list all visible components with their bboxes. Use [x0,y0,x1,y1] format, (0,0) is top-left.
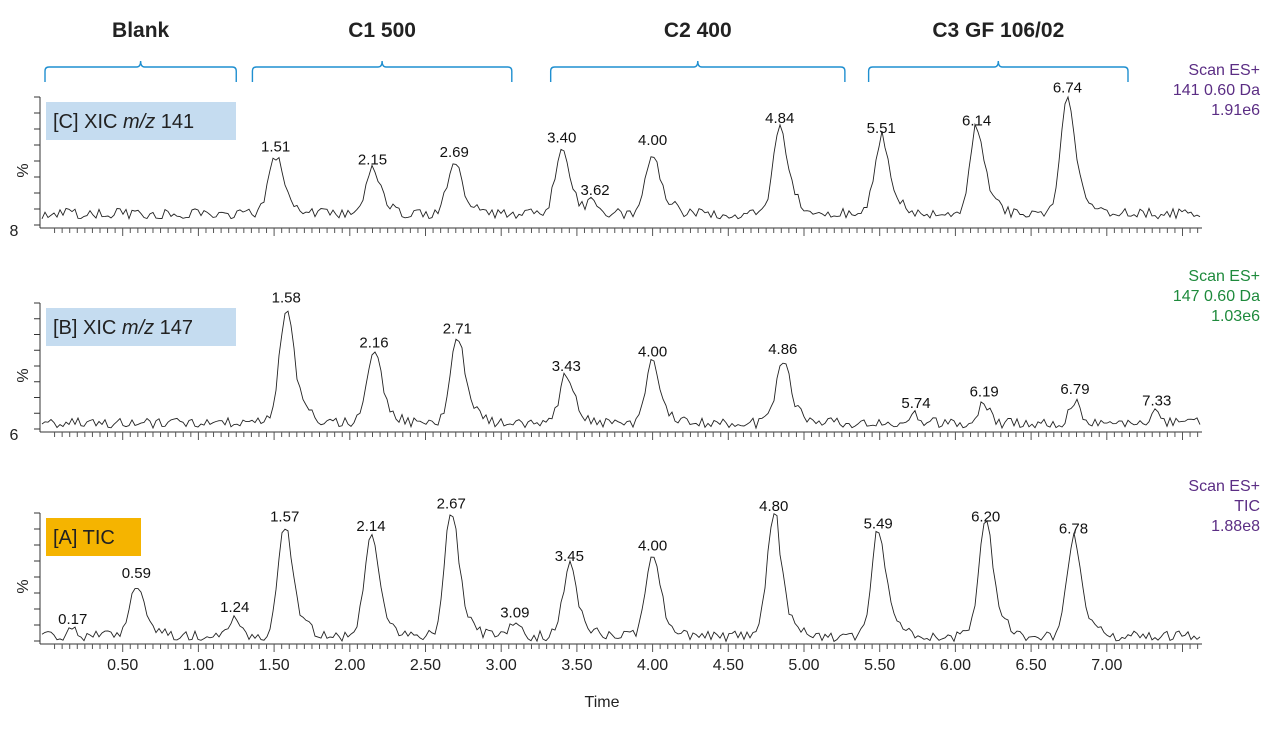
panel-label-prefix: [B] XIC [53,317,122,339]
panel-label-suffix: 147 [154,317,193,339]
peak-label: 0.17 [58,611,87,628]
peak-label: 5.51 [867,120,896,137]
scan-info: Scan ES+ [1188,478,1260,495]
x-tick-label: 4.00 [637,657,668,674]
trace-line [41,512,1201,643]
peak-label: 2.15 [358,152,387,169]
panel-label-box [46,518,141,556]
x-tick-label: 0.50 [107,657,138,674]
x-tick-label: 1.00 [183,657,214,674]
x-tick-label: 2.00 [334,657,365,674]
panel-label-box [46,102,236,140]
peak-label: 3.40 [547,129,576,146]
peak-label: 6.79 [1060,381,1089,398]
scan-info: Scan ES+ [1188,268,1260,285]
group-bracket [867,60,1129,82]
peak-label: 7.33 [1142,393,1171,410]
x-tick-label: 3.50 [561,657,592,674]
peak-label: 4.00 [638,132,667,149]
peak-label: 6.74 [1053,80,1082,97]
group-bracket [251,60,513,82]
panel-label: [B] XIC m/z 147 [53,317,193,339]
panel-label-prefix: [A] TIC [53,527,115,549]
peak-label: 3.09 [500,604,529,621]
panel-C: % 8 1.51 2.15 2.69 3.40 3.62 4.00 4.84 5.51 6.14 6.… [10,62,1261,240]
peak-label: 2.14 [356,518,385,535]
x-axis-label: Time [585,694,620,711]
panel-label: [C] XIC m/z 141 [53,111,194,133]
peak-label: 4.86 [768,341,797,358]
group-bracket [44,60,237,82]
peak-label: 2.16 [359,335,388,352]
x-tick-label: 7.00 [1091,657,1122,674]
peak-label: 0.59 [122,565,151,582]
panel-label: [A] TIC [53,527,115,549]
group-label: C1 500 [348,19,416,42]
peak-label: 4.00 [638,344,667,361]
peak-label: 3.45 [555,548,584,565]
panel-A: % 0.17 0.59 1.24 1.57 2.14 2.67 3.09 3.45 4.00 4.8… [15,478,1260,652]
x-tick-label: 5.00 [788,657,819,674]
peak-label: 3.62 [580,182,609,199]
panel-label-italic: m/z [122,317,154,339]
peak-label: 4.00 [638,538,667,555]
x-tick-label: 5.50 [864,657,895,674]
y-axis-label: % [15,163,32,177]
group-label: C2 400 [664,19,732,42]
x-tick-label: 6.00 [940,657,971,674]
y-axis-label: % [15,368,32,382]
peak-label: 1.57 [270,509,299,526]
panel-label-prefix: [C] XIC [53,111,123,133]
panel-label-italic: m/z [123,111,155,133]
scan-info: 1.91e6 [1211,102,1260,119]
panel-label-suffix: 141 [155,111,194,133]
scan-info: 141 0.60 Da [1173,82,1260,99]
peak-label: 6.14 [962,112,991,129]
scan-info: 1.88e8 [1211,518,1260,535]
peak-label: 2.67 [437,496,466,513]
x-tick-label: 3.00 [486,657,517,674]
trace-line [41,95,1201,220]
x-tick-label: 2.50 [410,657,441,674]
x-tick-label: 1.50 [259,657,290,674]
x-tick-label: 4.50 [713,657,744,674]
peak-label: 6.20 [971,509,1000,526]
scan-info: 1.03e6 [1211,308,1260,325]
peak-label: 4.80 [759,498,788,515]
panel-label-box [46,308,236,346]
peak-label: 6.19 [970,384,999,401]
peak-label: 3.43 [552,358,581,375]
scan-info: TIC [1234,498,1260,515]
peak-label: 6.78 [1059,521,1088,538]
peak-label: 1.58 [272,289,301,306]
group-label: C3 GF 106/02 [932,19,1064,42]
trace-line [41,310,1201,430]
y-axis-label: % [15,579,32,593]
peak-label: 5.49 [864,515,893,532]
scan-info: 147 0.60 Da [1173,288,1260,305]
y-min-label: 6 [10,427,19,444]
peak-label: 4.84 [765,110,794,127]
peak-label: 2.71 [443,320,472,337]
x-tick-label: 6.50 [1016,657,1047,674]
panel-B: % 6 1.58 2.16 2.71 3.43 4.00 4.86 5.74 6.19 6.79 7.… [10,268,1261,444]
group-label: Blank [112,19,170,42]
peak-label: 5.74 [901,395,930,412]
peak-label: 2.69 [440,144,469,161]
group-bracket [549,60,846,82]
y-min-label: 8 [10,223,19,240]
peak-label: 1.51 [261,139,290,156]
peak-label: 1.24 [220,599,249,616]
scan-info: Scan ES+ [1188,62,1260,79]
